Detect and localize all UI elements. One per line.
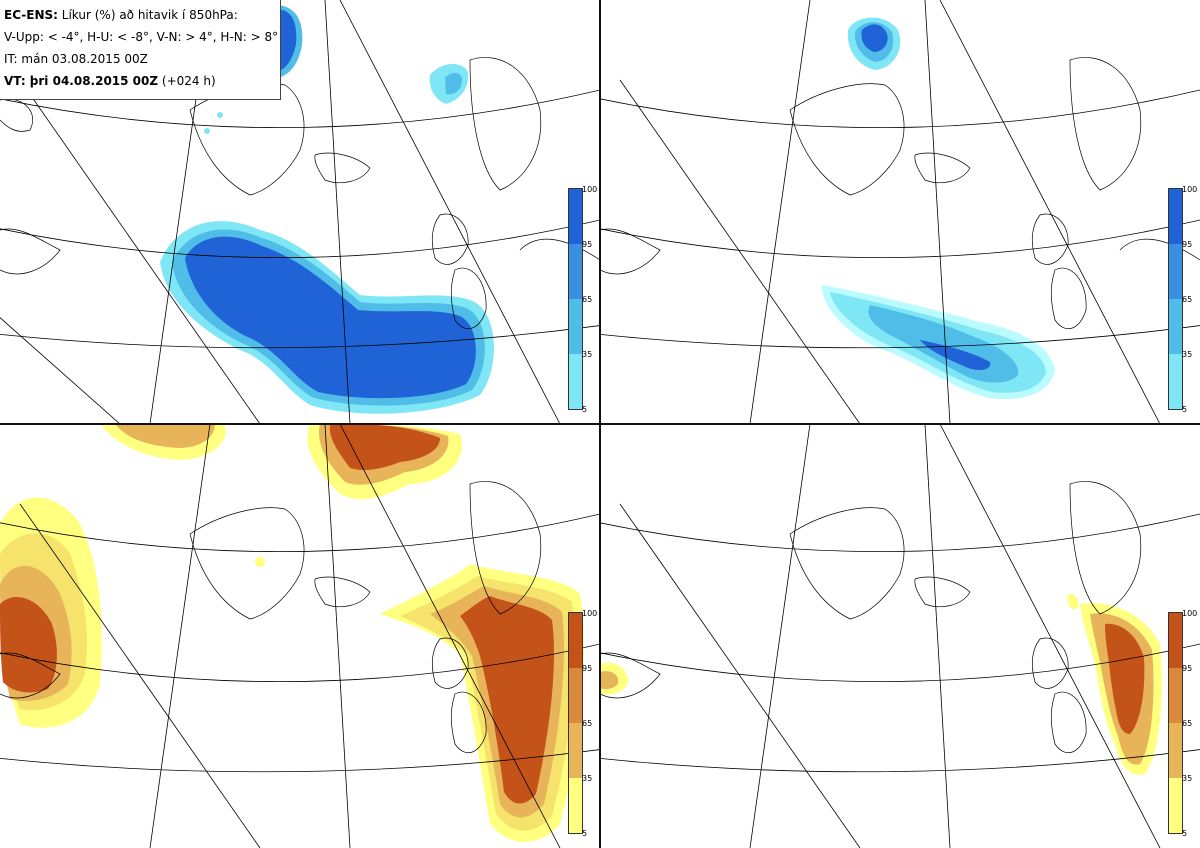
colorbar-tick: 5 (1182, 829, 1188, 838)
colorbar-tick: 35 (582, 350, 593, 359)
colorbar-tick: 35 (1182, 774, 1193, 783)
info-line-2: V-Upp: < -4°, H-U: < -8°, V-N: > 4°, H-N… (4, 30, 279, 44)
colorbar-warm-bottom-left: 100 95 65 35 5 (568, 609, 600, 842)
colorbar-tick: 35 (582, 774, 593, 783)
info-line-4: VT: þri 04.08.2015 00Z (+024 h) (4, 74, 216, 88)
colorbar-tick: 5 (582, 829, 588, 838)
colorbar-tick: 100 (582, 609, 598, 618)
colorbar-tick: 65 (1182, 719, 1193, 728)
panel-divider-horizontal (0, 423, 1200, 425)
coastlines (600, 57, 1200, 330)
colorbar-tick: 100 (582, 185, 598, 194)
colorbar-tick: 65 (582, 295, 593, 304)
info-line-3: IT: mán 03.08.2015 00Z (4, 52, 148, 66)
colorbar-cold-top-left: 100 95 65 35 5 (568, 185, 600, 418)
colorbar-cold-top-right: 100 95 65 35 5 (1168, 185, 1200, 418)
probability-field-cold (821, 17, 1055, 400)
probability-field-warm (600, 593, 1162, 775)
graticule (600, 424, 1200, 848)
colorbar-tick: 65 (1182, 295, 1193, 304)
colorbar-tick: 35 (1182, 350, 1193, 359)
coastlines (0, 481, 542, 754)
map-bottom-left (0, 424, 600, 848)
colorbar-tick: 5 (582, 405, 588, 414)
probability-field-cold (160, 5, 494, 414)
map-panel-top-left: EC-ENS: Líkur (%) að hitavik í 850hPa: V… (0, 0, 600, 424)
colorbar-tick: 5 (1182, 405, 1188, 414)
colorbar-tick: 95 (582, 240, 593, 249)
map-bottom-right (600, 424, 1200, 848)
map-top-right (600, 0, 1200, 424)
probability-field-warm (0, 424, 584, 842)
colorbar-warm-bottom-right: 100 95 65 35 5 (1168, 609, 1200, 842)
map-panel-bottom-left: 100 95 65 35 5 (0, 424, 600, 848)
map-panel-bottom-right: 100 95 65 35 5 (600, 424, 1200, 848)
info-line-1: EC-ENS: Líkur (%) að hitavik í 850hPa: (4, 8, 238, 22)
graticule (0, 424, 600, 848)
colorbar-tick: 65 (582, 719, 593, 728)
map-top-left (0, 0, 600, 424)
coastlines (600, 481, 1142, 754)
colorbar-tick: 100 (1182, 185, 1198, 194)
map-panel-top-right: 100 95 65 35 5 (600, 0, 1200, 424)
colorbar-tick: 100 (1182, 609, 1198, 618)
colorbar-tick: 95 (1182, 664, 1193, 673)
map-info-box: EC-ENS: Líkur (%) að hitavik í 850hPa: V… (0, 0, 281, 100)
colorbar-tick: 95 (1182, 240, 1193, 249)
colorbar-tick: 95 (582, 664, 593, 673)
graticule (600, 0, 1200, 424)
